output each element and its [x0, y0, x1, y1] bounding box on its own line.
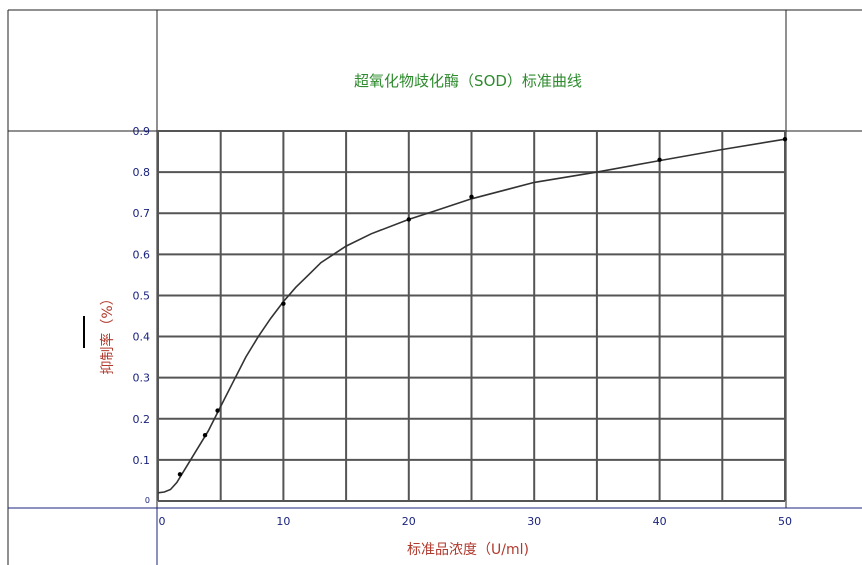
data-point	[177, 472, 183, 477]
y-tick-label: 0.1	[133, 454, 151, 467]
data-point	[202, 433, 208, 438]
y-tick-label: 0.8	[133, 166, 151, 179]
data-points	[177, 137, 788, 477]
y-tick-label: 0.4	[133, 331, 151, 344]
chart-title: 超氧化物歧化酶（SOD）标准曲线	[354, 72, 582, 90]
y-tick-label: 0.7	[133, 207, 151, 220]
y-axis-label: 抑制率（%）	[99, 291, 116, 374]
y-tick-label: 0.6	[133, 248, 151, 261]
grid	[157, 130, 786, 502]
data-point	[657, 157, 662, 162]
data-point	[782, 137, 788, 142]
x-tick-labels: 0 10 20 30 40 50	[159, 515, 793, 528]
frame-lines	[7, 9, 862, 565]
y-tick-label: 0.2	[133, 413, 151, 426]
y-tick-label: 0.9	[133, 125, 151, 138]
x-tick-label: 20	[402, 515, 416, 528]
y-tick-label: 0.5	[133, 289, 151, 302]
series-curve	[157, 138, 786, 494]
x-tick-label: 0	[159, 515, 166, 528]
data-point	[406, 217, 411, 222]
bottom-frame-lines	[8, 507, 862, 565]
data-point	[281, 301, 286, 306]
y-tick-label: 0.3	[133, 372, 151, 385]
data-point	[469, 194, 474, 199]
x-tick-label: 30	[527, 515, 541, 528]
x-tick-label: 10	[276, 515, 290, 528]
y-tick-labels: 0 0.1 0.2 0.3 0.4 0.5 0.6 0.7 0.8 0.9	[133, 125, 151, 505]
x-tick-label: 50	[778, 515, 792, 528]
x-axis-label: 标准品浓度（U/ml)	[407, 542, 529, 558]
x-tick-label: 40	[653, 515, 667, 528]
data-point	[215, 408, 220, 413]
y-tick-label: 0	[145, 496, 150, 505]
